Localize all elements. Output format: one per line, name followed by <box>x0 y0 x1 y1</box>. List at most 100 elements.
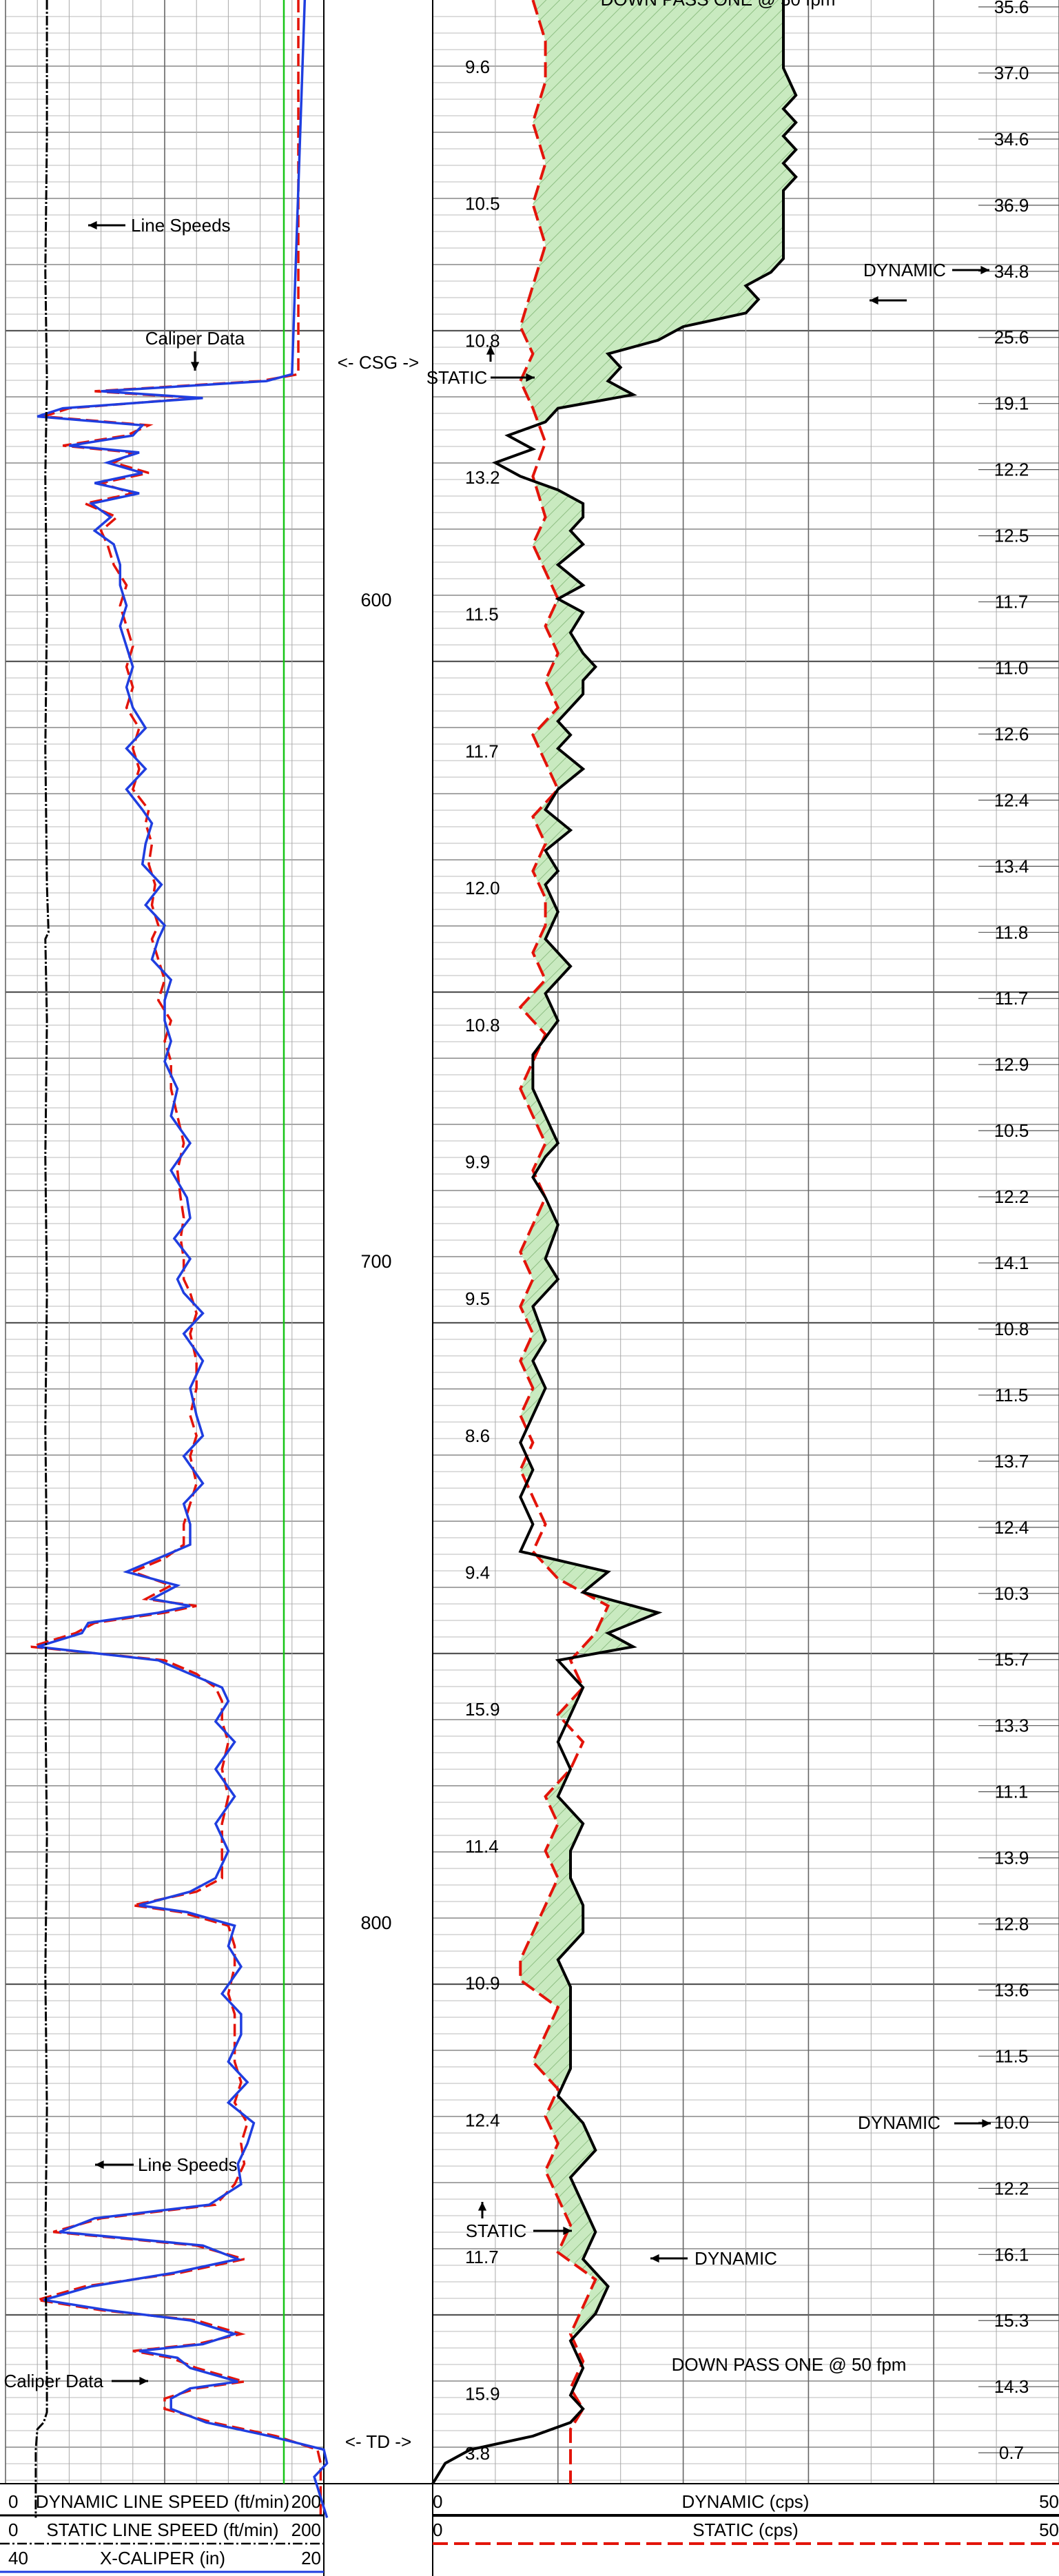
static-value-label: 11.7 <box>465 741 499 761</box>
dynamic-value-label: 12.8 <box>994 1914 1029 1935</box>
shade-region <box>533 483 584 596</box>
dynamic-value-label: 13.6 <box>994 1979 1029 2000</box>
dynamic-value-label: 36.9 <box>994 195 1029 216</box>
dynamic-value-label: 35.6 <box>994 0 1029 17</box>
dynamic-label-3: DYNAMIC <box>695 2248 777 2269</box>
down-pass-label-top: DOWN PASS ONE @ 50 fpm <box>601 0 836 10</box>
dynamic-value-label: 11.5 <box>995 1385 1029 1405</box>
depth-label: 700 <box>360 1251 391 1272</box>
static-line <box>518 0 610 2484</box>
dynamic-label-2: DYNAMIC <box>858 2112 940 2133</box>
static-value-label: 13.2 <box>465 467 500 488</box>
dynamic-label-1: DYNAMIC <box>863 260 946 280</box>
footer-left-title: STATIC LINE SPEED (ft/min) <box>46 2520 278 2540</box>
caliper-data-label: Caliper Data <box>145 328 245 349</box>
line-speed-line <box>34 0 50 2518</box>
dynamic-value-label: 15.7 <box>994 1649 1029 1670</box>
shade-region <box>520 0 796 422</box>
shade-region <box>557 1698 579 1718</box>
static-value-label: 15.9 <box>465 2384 500 2404</box>
dynamic-value-label: 13.4 <box>994 856 1029 876</box>
dynamic-value-label: 11.5 <box>995 2046 1029 2066</box>
depth-label: 800 <box>360 1913 391 1933</box>
dynamic-value-label: 11.8 <box>995 922 1029 942</box>
log-labels: 600 700 800 <- CSG -> <- TD -> 9.6 10.5 10.8 13.… <box>338 0 1059 2464</box>
dynamic-value-label: 14.1 <box>994 1253 1029 1273</box>
log-annotations: Line Speeds Caliper Data Line Speeds Calipe… <box>3 0 991 2391</box>
static-value-label: 10.8 <box>465 1015 500 1035</box>
footer-left-min: 0 <box>8 2491 18 2512</box>
line-speeds-label: Line Speeds <box>131 215 231 236</box>
footer-right-max: 50 <box>1039 2520 1059 2540</box>
shade-region <box>539 1558 608 1589</box>
dynamic-value-label: 34.8 <box>994 261 1029 282</box>
static-up-arrow-1-head <box>486 346 495 355</box>
dynamic-value-label: 10.0 <box>994 2112 1029 2132</box>
static-value-label: 11.4 <box>465 1836 499 1857</box>
static-label-2: STATIC <box>466 2220 527 2241</box>
dynamic-arrow-2-head <box>982 2119 991 2128</box>
static-value-label: 8.6 <box>465 1425 490 1446</box>
footer-left-max: 200 <box>291 2520 321 2540</box>
dynamic-value-label: 11.0 <box>995 657 1029 678</box>
caliper-data-arrow-2-head <box>139 2376 148 2386</box>
depth-label: 600 <box>360 590 391 610</box>
shade-region <box>520 854 570 1031</box>
dynamic-value-label: 12.9 <box>994 1054 1029 1075</box>
dynamic-value-label: 12.2 <box>994 460 1029 480</box>
dynamic-value-label: 0.7 <box>999 2442 1024 2463</box>
static-value-label: 11.5 <box>465 604 499 625</box>
footer-left-max: 20 <box>301 2548 321 2568</box>
footer-right-title: DYNAMIC (cps) <box>682 2491 810 2512</box>
footer-left-min: 40 <box>8 2548 28 2568</box>
caliper-data-label-2: Caliper Data <box>3 2371 103 2391</box>
footer-left-title: DYNAMIC LINE SPEED (ft/min) <box>36 2491 289 2512</box>
dynamic-value-label: 12.4 <box>994 790 1029 810</box>
dynamic-value-label: 11.1 <box>995 1782 1029 1802</box>
footer-left-min: 0 <box>8 2520 18 2540</box>
caliper-data-arrow-head <box>190 362 200 371</box>
static-value-label: 9.4 <box>465 1563 490 1583</box>
dynamic-value-label: 10.5 <box>994 1120 1029 1141</box>
static-arrow-1-head <box>526 373 535 382</box>
footer-right-min: 0 <box>433 2520 442 2540</box>
static-value-label: 11.7 <box>465 2247 499 2267</box>
caliper-line <box>37 0 329 2518</box>
dynamic-value-label: 12.2 <box>994 2178 1029 2198</box>
down-pass-label-bottom: DOWN PASS ONE @ 50 fpm <box>672 2354 907 2375</box>
dynamic-value-label: 16.1 <box>994 2244 1029 2265</box>
static-value-label: 10.8 <box>465 330 500 351</box>
dynamic-value-label: 25.6 <box>994 327 1029 348</box>
dynamic-value-label: 14.3 <box>994 2376 1029 2397</box>
dynamic-value-label: 12.5 <box>994 526 1029 546</box>
dynamic-arrow-3-head <box>650 2254 659 2263</box>
dynamic-value-label: 10.8 <box>994 1319 1029 1339</box>
dynamic-arrow-1b-head <box>870 296 878 305</box>
dynamic-arrow-1-head <box>980 265 989 275</box>
static-value-label: 10.9 <box>465 1973 500 1994</box>
static-value-label: 9.5 <box>465 1288 490 1309</box>
shade-region <box>577 1596 659 1653</box>
shade-region <box>520 1071 558 1171</box>
static-up-arrow-2-head <box>477 2202 487 2211</box>
shade-region <box>520 1779 584 2086</box>
csg-marker: <- CSG -> <box>338 352 419 373</box>
log-traces <box>30 0 798 2518</box>
dynamic-value-label: 11.7 <box>995 988 1029 1009</box>
dynamic-value-label: 15.3 <box>994 2310 1029 2331</box>
dynamic-value-label: 12.2 <box>994 1186 1029 1207</box>
footer-left-title: X-CALIPER (in) <box>100 2548 225 2568</box>
static-value-label: 12.4 <box>465 2110 500 2130</box>
footer-right-max: 50 <box>1039 2491 1059 2512</box>
static-value-label: 3.8 <box>465 2443 490 2464</box>
footer-right-title: STATIC (cps) <box>692 2520 799 2540</box>
shade-region <box>545 2099 608 2334</box>
footer-right-min: 0 <box>433 2491 442 2512</box>
dynamic-line <box>431 0 798 2485</box>
dynamic-value-label: 10.3 <box>994 1583 1029 1604</box>
dynamic-value-label: 12.6 <box>994 723 1029 744</box>
static-label-1: STATIC <box>426 367 488 388</box>
